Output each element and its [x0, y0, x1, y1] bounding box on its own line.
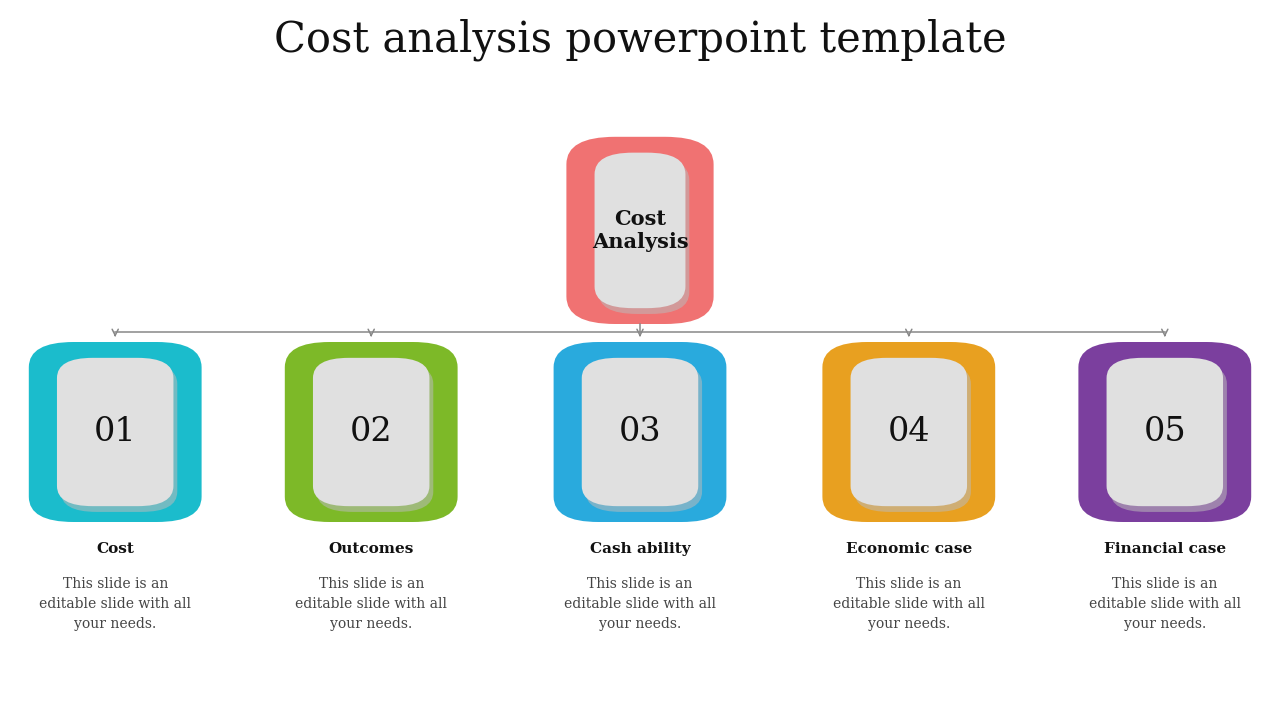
FancyBboxPatch shape	[599, 158, 689, 314]
FancyBboxPatch shape	[855, 364, 970, 512]
Text: This slide is an
editable slide with all
your needs.: This slide is an editable slide with all…	[40, 577, 191, 631]
FancyBboxPatch shape	[595, 153, 686, 308]
Text: This slide is an
editable slide with all
your needs.: This slide is an editable slide with all…	[296, 577, 447, 631]
Text: 03: 03	[618, 416, 662, 448]
FancyBboxPatch shape	[1106, 358, 1224, 506]
FancyBboxPatch shape	[56, 358, 174, 506]
FancyBboxPatch shape	[586, 364, 701, 512]
Text: This slide is an
editable slide with all
your needs.: This slide is an editable slide with all…	[1089, 577, 1240, 631]
Text: 02: 02	[349, 416, 393, 448]
FancyBboxPatch shape	[284, 342, 458, 522]
Text: Cost analysis powerpoint template: Cost analysis powerpoint template	[274, 18, 1006, 61]
FancyBboxPatch shape	[554, 342, 727, 522]
FancyBboxPatch shape	[312, 358, 429, 506]
FancyBboxPatch shape	[566, 137, 714, 324]
Text: Economic case: Economic case	[846, 542, 972, 556]
FancyBboxPatch shape	[316, 364, 433, 512]
FancyBboxPatch shape	[823, 342, 996, 522]
Text: This slide is an
editable slide with all
your needs.: This slide is an editable slide with all…	[564, 577, 716, 631]
FancyBboxPatch shape	[28, 342, 202, 522]
Text: 01: 01	[93, 416, 137, 448]
Text: Cost
Analysis: Cost Analysis	[591, 209, 689, 252]
FancyBboxPatch shape	[850, 358, 968, 506]
Text: Cash ability: Cash ability	[590, 542, 690, 556]
FancyBboxPatch shape	[60, 364, 178, 512]
Text: 04: 04	[887, 416, 931, 448]
Text: Financial case: Financial case	[1103, 542, 1226, 556]
Text: Outcomes: Outcomes	[329, 542, 413, 556]
FancyBboxPatch shape	[1079, 342, 1252, 522]
Text: This slide is an
editable slide with all
your needs.: This slide is an editable slide with all…	[833, 577, 984, 631]
FancyBboxPatch shape	[1111, 364, 1228, 512]
Text: 05: 05	[1143, 416, 1187, 448]
Text: Cost: Cost	[96, 542, 134, 556]
FancyBboxPatch shape	[581, 358, 699, 506]
